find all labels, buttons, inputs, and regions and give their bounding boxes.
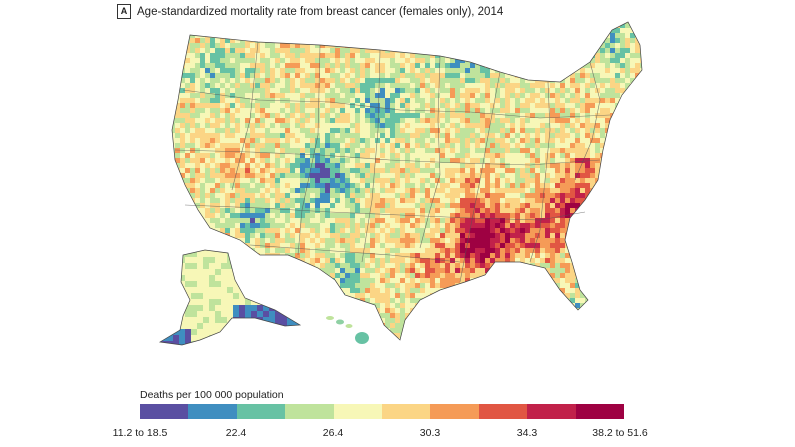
panel-letter: A — [117, 4, 131, 19]
hawaii-islands — [326, 316, 369, 344]
legend-label-min: 11.2 to 18.5 — [112, 427, 168, 439]
legend-label-max: 38.2 to 51.6 — [592, 427, 648, 439]
legend-swatch — [236, 404, 286, 419]
legend-label-34: 34.3 — [516, 427, 538, 439]
legend-swatch — [285, 404, 334, 419]
panel-header: A Age-standardized mortality rate from b… — [117, 4, 503, 19]
legend-color-bar — [140, 404, 625, 419]
legend-label-26: 26.4 — [322, 427, 344, 439]
state-borders — [174, 41, 611, 283]
legend-swatch — [430, 404, 479, 419]
us-outline — [171, 21, 643, 341]
map-title: Age-standardized mortality rate from bre… — [137, 5, 504, 18]
legend-label-22: 22.4 — [225, 427, 247, 439]
legend-swatch — [333, 404, 383, 419]
legend-swatch — [575, 404, 625, 419]
legend-label-30: 30.3 — [419, 427, 441, 439]
legend-swatch — [527, 404, 576, 419]
legend-swatch — [140, 404, 189, 419]
alaska-outline — [158, 249, 302, 346]
legend-swatch — [478, 404, 528, 419]
legend-swatch — [188, 404, 237, 419]
legend-swatch — [382, 404, 431, 419]
legend-title: Deaths per 100 000 population — [140, 389, 284, 401]
